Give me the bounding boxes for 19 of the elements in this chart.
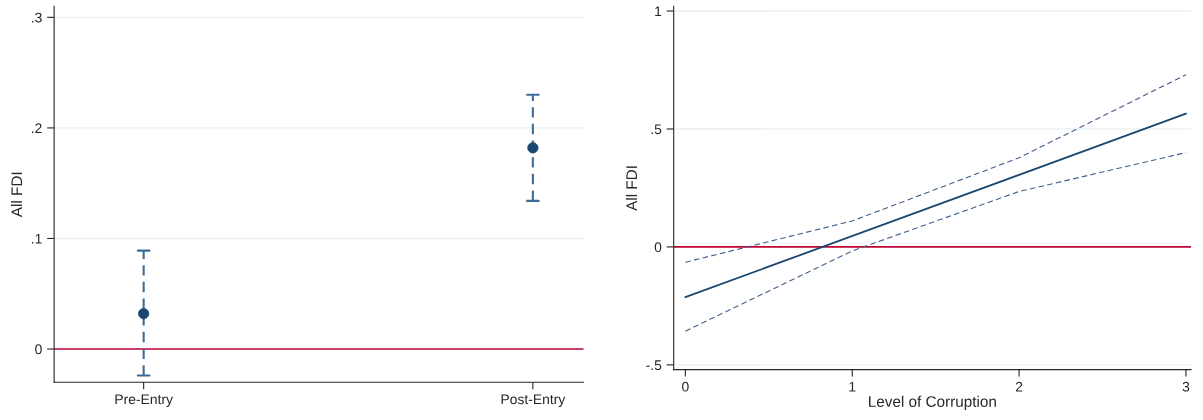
x-tick-label: 3 bbox=[1182, 381, 1190, 392]
y-tick-label: -.5 bbox=[646, 360, 662, 371]
y-tick-label: .5 bbox=[651, 124, 662, 135]
y-tick-label: .2 bbox=[32, 123, 42, 133]
x-axis-title: Level of Corruption bbox=[869, 395, 996, 410]
x-tick-label: 2 bbox=[1015, 381, 1023, 392]
line-series bbox=[684, 152, 1187, 332]
line-series bbox=[684, 74, 1187, 263]
y-tick-label: 0 bbox=[654, 242, 662, 253]
y-axis-title: All FDI bbox=[10, 172, 23, 218]
y-tick-label: .1 bbox=[32, 233, 42, 244]
x-tick-label: 1 bbox=[849, 381, 856, 392]
y-tick-label: 1 bbox=[655, 6, 662, 17]
x-tick-label: Post-Entry bbox=[501, 394, 566, 407]
y-axis-title: All FDI bbox=[625, 166, 637, 211]
x-tick-label: Pre-Entry bbox=[115, 394, 173, 407]
x-tick-label: 0 bbox=[682, 381, 689, 392]
y-tick-label: 0 bbox=[35, 344, 42, 355]
y-tick-label: .3 bbox=[32, 12, 42, 23]
